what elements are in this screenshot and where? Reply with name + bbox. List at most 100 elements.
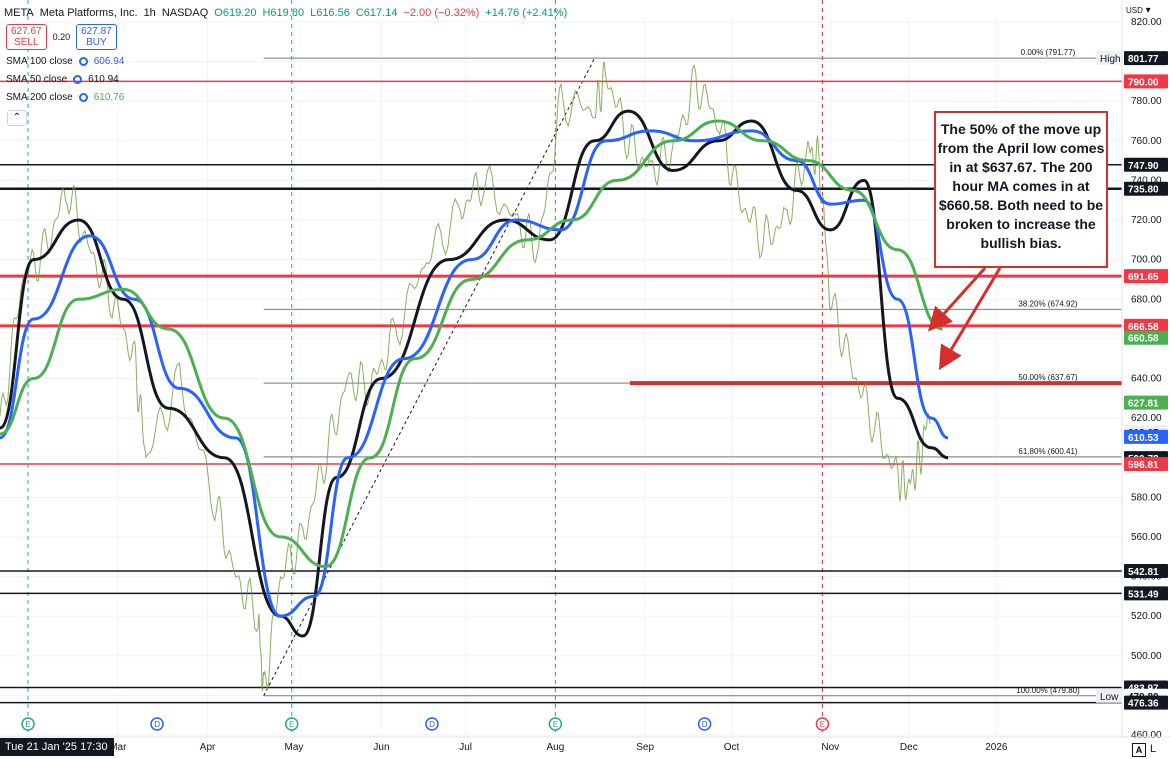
chart-interval[interactable]: 1h [143,7,156,19]
auto-scale-button[interactable]: A [1132,743,1146,757]
tag-label: High [1100,54,1121,65]
event-marker [150,717,164,731]
tag-label-bg [1096,688,1122,703]
currency-selector[interactable]: USD ▾ [1126,5,1151,16]
ohlc-open: O619.20 [214,7,257,19]
time-tick: Apr [200,742,216,753]
price-label: 735.80 [1128,185,1159,196]
event-marker-label: D [154,720,160,729]
exchange-name: NASDAQ [161,7,209,19]
fib-label: 38.20% (674.92) [1018,299,1077,308]
price-label: 790.00 [1128,77,1159,88]
annotation-arrows [927,266,1002,371]
price-label: 610.53 [1128,433,1159,444]
sma-50-value: 610.94 [88,74,119,85]
price-label: 801.77 [1128,54,1159,65]
event-marker-label: E [289,720,294,729]
event-marker-label: D [429,720,435,729]
symbol-ticker[interactable]: META [4,7,34,19]
price-label-bg [1124,563,1168,578]
ohlc-high: H619.80 [262,7,305,19]
time-axis-bg [0,737,1122,759]
price-tick: 760.00 [1131,136,1162,147]
sma-200-legend[interactable]: SMA 200 close 610.76 [6,92,124,103]
time-tick: May [285,742,304,753]
fib-label: 100.00% (479.80) [1016,686,1080,695]
price-label-bg [1124,318,1168,333]
sma-100-value: 606.94 [93,56,125,67]
price-label-bg [1124,330,1168,345]
sma-50-legend[interactable]: SMA 50 close 610.94 [6,74,119,85]
sma-line [0,119,943,569]
price-label-bg [1124,74,1168,89]
session-dividers [27,0,823,735]
buy-button[interactable]: 627.87 BUY [76,24,117,50]
annotation-arrow [938,267,1002,371]
event-marker [284,717,299,731]
price-label: 660.58 [1128,334,1159,345]
tag-label-bg [1096,51,1122,66]
price-label: 691.65 [1128,272,1159,283]
event-marker-label: E [553,720,558,729]
price-label-bg [1124,586,1168,601]
sma-200-label: SMA 200 close [6,92,73,103]
symbol-legend: META Meta Platforms, Inc. 1h NASDAQ O619… [4,4,567,22]
time-tick: Jul [459,742,472,753]
ohlc-low: L616.56 [310,7,350,19]
time-tick: Oct [724,742,740,753]
fib-label: 50.00% (637.67) [1018,373,1077,382]
event-marker [697,717,712,731]
sell-button[interactable]: 627.67 SELL [6,24,47,50]
buy-price: 627.87 [81,26,112,37]
price-label: 666.58 [1128,322,1159,333]
time-tick: Mar [109,742,127,753]
trade-buttons: 627.67 SELL 0.20 627.87 BUY [6,24,117,50]
price-tick: 620.00 [1131,413,1162,424]
log-scale-button[interactable]: L [1150,743,1157,755]
price-axis-bg [1122,0,1171,737]
price-label-bg [1124,181,1168,196]
sma-series [0,109,949,638]
price-label: 627.81 [1128,399,1159,410]
time-tick: Dec [900,742,918,753]
event-marker [21,717,35,731]
time-tick: Jun [373,742,389,753]
price-tick: 580.00 [1131,492,1162,503]
collapse-legend-button[interactable]: ⌃ [7,110,27,126]
annotation-textbox[interactable]: The 50% of the move up from the April lo… [934,111,1108,268]
price-tick: 640.00 [1131,373,1162,384]
price-tick: 560.00 [1131,532,1162,543]
settings-icon[interactable] [78,93,88,102]
event-marker-label: E [25,720,30,729]
price-tick: 680.00 [1131,294,1162,305]
spread-value: 0.20 [52,32,71,42]
price-label-bg [1124,429,1168,444]
sma-100-legend[interactable]: SMA 100 close 606.94 [6,56,124,67]
time-tick: 2026 [985,742,1008,753]
currency-label: USD [1126,6,1143,15]
sell-price: 627.67 [11,26,42,37]
price-tick: 700.00 [1131,255,1162,266]
ohlc-close: C617.14 [355,7,398,19]
time-tick: Nov [821,742,839,753]
settings-icon[interactable] [73,75,83,84]
tag-label: Low [1100,692,1119,703]
sma-200-value: 610.76 [93,92,125,103]
buy-label: BUY [86,37,107,48]
extended-change: +14.76 (+2.41%) [485,7,568,19]
price-tick: 520.00 [1131,611,1162,622]
settings-icon[interactable] [78,57,88,66]
change-value: −2.00 (−0.32%) [403,7,480,19]
price-label-bg [1124,51,1168,66]
event-marker-label: E [820,720,825,729]
price-label-bg [1124,157,1168,172]
price-label: 596.81 [1128,460,1159,471]
event-marker [425,717,439,731]
price-label: 747.90 [1128,161,1159,172]
time-tick: Sep [636,742,654,753]
price-label-bg [1124,395,1168,410]
fib-label: 0.00% (791.77) [1021,48,1076,57]
price-tick: 500.00 [1131,651,1162,662]
sma-100-label: SMA 100 close [6,56,73,67]
